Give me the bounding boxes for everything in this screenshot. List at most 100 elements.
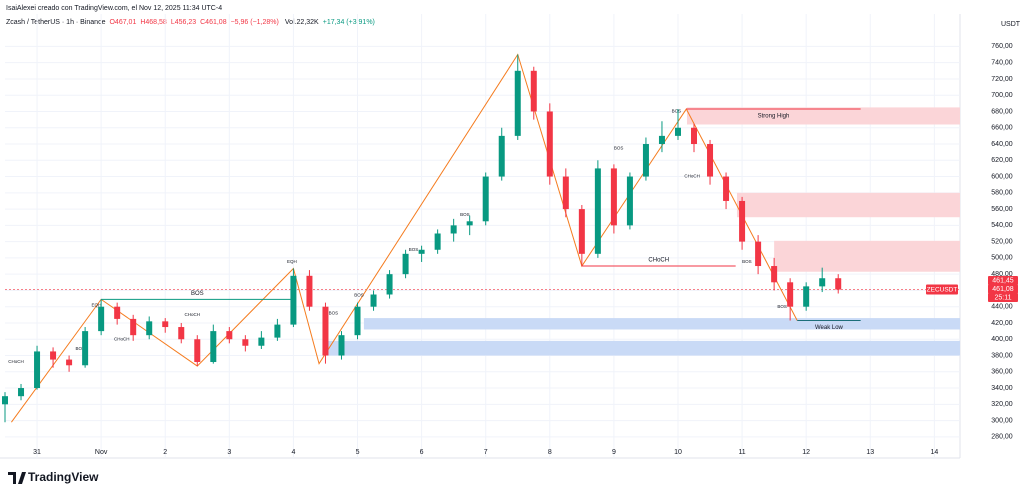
candle-body [114, 306, 121, 319]
y-tick-label: 280,00 [991, 434, 1013, 441]
y-tick-label: 640,00 [991, 141, 1013, 148]
y-tick-label: 480,00 [991, 271, 1013, 278]
candle-body [514, 70, 521, 136]
price-tag [988, 276, 1018, 286]
annotation: BOS [460, 212, 470, 217]
candle-body [819, 278, 826, 287]
candle-body [739, 200, 746, 242]
y-tick-label: 440,00 [991, 304, 1013, 311]
candle-body [530, 70, 537, 112]
x-tick-label: 4 [291, 449, 295, 456]
candle-body [835, 278, 842, 290]
zone [326, 340, 960, 356]
header-part: O467,01 [109, 19, 136, 26]
y-tick-label: 300,00 [991, 417, 1013, 424]
y-tick-label: 500,00 [991, 255, 1013, 262]
x-tick-label: 12 [802, 449, 810, 456]
price-tag-label: 25:11 [995, 294, 1012, 301]
x-tick-label: 14 [930, 449, 938, 456]
candle-body [691, 127, 698, 145]
annotation: CHoCH [684, 174, 700, 179]
x-tick-label: 7 [484, 449, 488, 456]
y-tick-label: 340,00 [991, 385, 1013, 392]
annotation: EQH [92, 302, 102, 307]
candle-body [18, 388, 25, 397]
price-tag [988, 293, 1018, 303]
candle-body [82, 331, 89, 366]
candle-body [771, 266, 778, 283]
level-label: Weak Low [815, 325, 844, 331]
y-tick-label: 560,00 [991, 206, 1013, 213]
y-tick-label: 400,00 [991, 336, 1013, 343]
candle-body [290, 275, 297, 325]
candle-body [306, 275, 313, 307]
y-tick-label: 740,00 [991, 60, 1013, 67]
y-tick-label: 760,00 [991, 43, 1013, 50]
header-part: C461,08 [200, 19, 227, 26]
credit: IsaiAlexei creado con TradingView.com, e… [6, 5, 222, 12]
brand: TradingView [28, 470, 99, 484]
x-tick-label: 9 [612, 449, 616, 456]
y-tick-label: 580,00 [991, 190, 1013, 197]
candle-body [242, 339, 249, 346]
candle-body [546, 111, 553, 177]
annotation: CHoCH [114, 336, 130, 341]
candle-body [66, 359, 73, 366]
candle-body [98, 306, 105, 332]
price-tag-label: 461,45 [992, 277, 1014, 284]
candle-body [386, 274, 393, 295]
symbol-tag [926, 284, 958, 295]
candle-body [578, 209, 585, 254]
y-tick-label: 360,00 [991, 369, 1013, 376]
zone [686, 107, 960, 125]
zone [363, 318, 961, 330]
candle-body [642, 144, 649, 177]
candle-body [2, 396, 8, 405]
annotation: BOS [409, 247, 419, 252]
annotation: EQH [287, 259, 297, 264]
level-label: CHoCH [648, 258, 669, 264]
zone [774, 240, 960, 272]
x-tick-label: Nov [95, 449, 108, 456]
candle-body [610, 168, 617, 226]
candle-body [418, 249, 425, 254]
candle-body [258, 337, 265, 346]
candle-body [370, 294, 377, 307]
annotation: BOS [76, 346, 86, 351]
currency: USDT [1001, 21, 1021, 28]
candle-body [594, 168, 601, 254]
candle-body [402, 253, 409, 275]
annotation: CHoCH [8, 359, 24, 364]
candle-body [674, 127, 681, 136]
y-tick-label: 520,00 [991, 238, 1013, 245]
candle-body [34, 351, 41, 389]
annotation: BOS [329, 310, 339, 315]
header-part: H468,58 [140, 19, 167, 26]
candle-body [354, 306, 361, 336]
candle-body [707, 144, 714, 177]
candle-body [194, 339, 201, 363]
candle-body [498, 135, 505, 177]
candle-body [626, 176, 633, 226]
x-tick-label: 6 [420, 449, 424, 456]
x-tick-label: 5 [356, 449, 360, 456]
annotation: BOS [614, 145, 624, 150]
candle-body [562, 176, 569, 210]
y-tick-label: 660,00 [991, 125, 1013, 132]
header-part: +17,34 (+3,91%) [323, 19, 375, 26]
zone [736, 192, 960, 218]
candle-body [130, 318, 137, 336]
candle-body [146, 321, 153, 336]
candle-body [162, 321, 169, 328]
y-tick-label: 620,00 [991, 157, 1013, 164]
candle-body [755, 241, 762, 267]
y-tick-label: 420,00 [991, 320, 1013, 327]
candle-body [466, 221, 473, 226]
candle-body [210, 331, 217, 363]
candle-body [322, 306, 329, 356]
candle-body [434, 233, 441, 250]
y-tick-label: 700,00 [991, 92, 1013, 99]
price-tag-label: 461,08 [992, 286, 1014, 293]
header-part: Vol.22,32K [285, 19, 319, 26]
